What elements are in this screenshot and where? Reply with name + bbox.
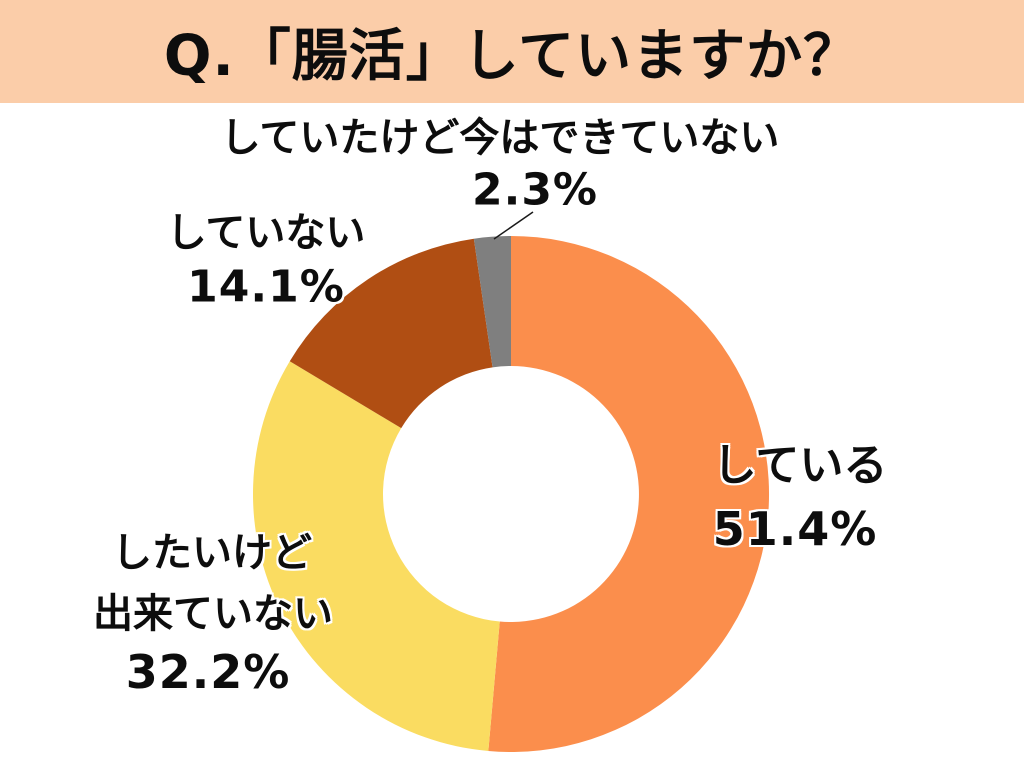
label-slice-1-value: 32.2%	[125, 645, 291, 699]
label-slice-3-name: していたけど今はできていない	[220, 115, 780, 161]
pie-slice-2	[289, 238, 493, 429]
label-slice-1-name-line1: したいけど	[112, 530, 312, 576]
label-slice-1-name-line2: 出来ていない	[93, 591, 333, 637]
leader-line-smallest-slice	[493, 211, 534, 240]
donut-slices	[253, 235, 770, 753]
pie-slice-3	[473, 236, 511, 368]
pie-slice-0	[488, 235, 770, 753]
page-title: Q.「腸活」していますか？	[163, 24, 861, 89]
label-slice-3-value: 2.3%	[471, 164, 599, 216]
pie-slice-1	[253, 361, 500, 751]
title-banner: Q.「腸活」していますか？	[0, 0, 1024, 103]
label-slice-2-name: していない	[166, 210, 366, 256]
label-slice-0-value: 51.4%	[712, 502, 878, 556]
label-slice-2-value: 14.1%	[187, 261, 345, 313]
label-slice-0-name: している	[712, 440, 888, 491]
